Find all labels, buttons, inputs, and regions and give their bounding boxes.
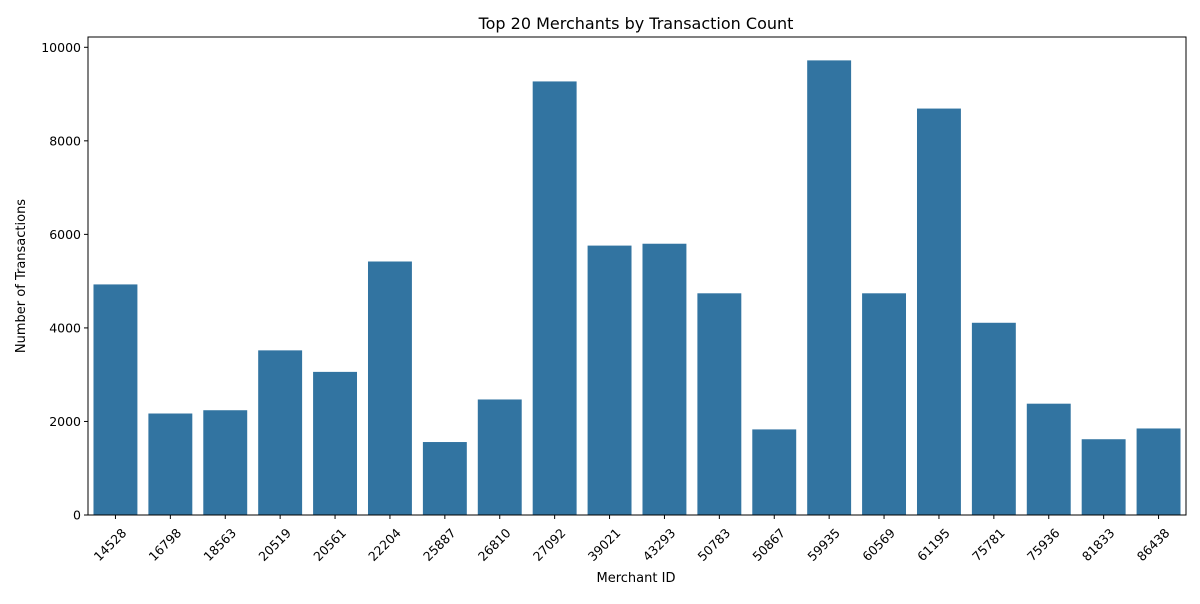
bar-43293	[642, 243, 687, 516]
y-tick-label: 2000	[49, 414, 81, 429]
bar-81833	[1081, 439, 1126, 515]
x-tick-label: 50867	[749, 525, 788, 564]
bars-group	[93, 60, 1181, 516]
bar-22204	[367, 261, 412, 515]
x-tick-label: 43293	[640, 525, 679, 564]
bar-50867	[752, 429, 797, 515]
bar-59935	[807, 60, 852, 515]
bar-20561	[313, 371, 358, 515]
x-axis-label: Merchant ID	[597, 571, 676, 586]
x-tick-label: 75781	[969, 525, 1008, 564]
x-tick-label: 61195	[914, 525, 953, 564]
x-tick-label: 27092	[530, 525, 569, 564]
x-tick-label: 39021	[585, 525, 624, 564]
x-axis: 14528 16798 18563 20519 20561 22204 25887 26810…	[91, 515, 1173, 564]
x-tick-label: 59935	[804, 525, 843, 564]
bar-60569	[862, 293, 907, 515]
x-tick-label: 26810	[475, 525, 514, 564]
y-tick-label: 6000	[49, 227, 81, 242]
bar-14528	[93, 284, 138, 515]
chart-title: Top 20 Merchants by Transaction Count	[478, 14, 794, 33]
bar-86438	[1136, 428, 1181, 515]
x-tick-label: 18563	[200, 525, 239, 564]
bar-26810	[477, 399, 522, 515]
bar-50783	[697, 293, 742, 515]
x-tick-label: 50783	[695, 525, 734, 564]
y-tick-label: 0	[73, 508, 81, 523]
x-tick-label: 20519	[255, 525, 294, 564]
x-tick-label: 60569	[859, 525, 898, 564]
y-tick-label: 8000	[49, 133, 81, 148]
x-tick-label: 81833	[1079, 525, 1118, 564]
bar-39021	[587, 245, 632, 516]
x-tick-label: 75936	[1024, 525, 1063, 564]
bar-75781	[971, 322, 1016, 515]
bar-16798	[148, 413, 193, 515]
bar-25887	[422, 442, 467, 515]
bar-27092	[532, 81, 577, 515]
bar-20519	[258, 350, 303, 515]
x-tick-label: 16798	[146, 525, 185, 564]
y-tick-label: 4000	[49, 320, 81, 335]
bar-61195	[916, 108, 961, 515]
x-tick-label: 25887	[420, 525, 459, 564]
y-axis: 0 2000 4000 6000 8000 10000	[41, 40, 88, 523]
y-axis-label: Number of Transactions	[14, 199, 29, 353]
y-tick-label: 10000	[41, 40, 81, 55]
x-tick-label: 86438	[1134, 525, 1173, 564]
bar-75936	[1026, 403, 1071, 515]
plot-frame	[87, 36, 1187, 516]
bar-18563	[203, 410, 248, 515]
x-tick-label: 22204	[365, 525, 404, 564]
x-tick-label: 20561	[310, 525, 349, 564]
x-tick-label: 14528	[91, 525, 130, 564]
